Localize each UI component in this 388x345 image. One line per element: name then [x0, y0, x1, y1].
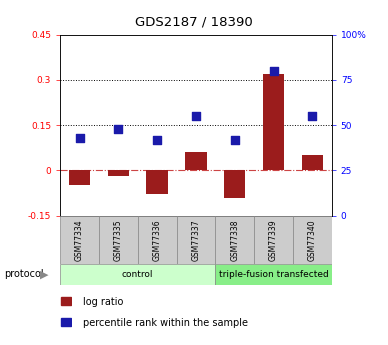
FancyBboxPatch shape	[215, 216, 254, 264]
FancyBboxPatch shape	[177, 216, 215, 264]
Bar	[61, 297, 71, 305]
Point	[232, 137, 238, 142]
Bar	[108, 170, 129, 176]
Text: control: control	[122, 270, 154, 279]
Text: GSM77336: GSM77336	[152, 219, 162, 260]
FancyBboxPatch shape	[293, 216, 332, 264]
Text: GSM77337: GSM77337	[191, 219, 201, 260]
FancyBboxPatch shape	[254, 216, 293, 264]
Point	[270, 68, 277, 73]
Bar	[263, 74, 284, 170]
Text: GSM77334: GSM77334	[75, 219, 84, 260]
Text: GSM77339: GSM77339	[269, 219, 278, 260]
Text: ▶: ▶	[40, 269, 49, 279]
Text: GSM77335: GSM77335	[114, 219, 123, 260]
Text: triple-fusion transfected: triple-fusion transfected	[219, 270, 328, 279]
Text: GSM77338: GSM77338	[230, 219, 239, 260]
Text: GSM77340: GSM77340	[308, 219, 317, 260]
FancyBboxPatch shape	[99, 216, 138, 264]
FancyBboxPatch shape	[60, 216, 99, 264]
Point	[76, 135, 83, 140]
FancyBboxPatch shape	[138, 216, 177, 264]
Point	[309, 113, 315, 119]
Point	[193, 113, 199, 119]
Point	[115, 126, 121, 131]
Bar	[61, 318, 71, 326]
Text: GDS2187 / 18390: GDS2187 / 18390	[135, 16, 253, 29]
Bar	[185, 152, 207, 170]
Bar	[224, 170, 246, 197]
Bar	[147, 170, 168, 195]
Text: percentile rank within the sample: percentile rank within the sample	[83, 318, 248, 327]
Bar	[69, 170, 90, 186]
Bar	[302, 155, 323, 170]
FancyBboxPatch shape	[215, 264, 332, 285]
Text: protocol: protocol	[4, 269, 43, 279]
Text: log ratio: log ratio	[83, 297, 124, 307]
Point	[154, 137, 160, 142]
FancyBboxPatch shape	[60, 264, 215, 285]
